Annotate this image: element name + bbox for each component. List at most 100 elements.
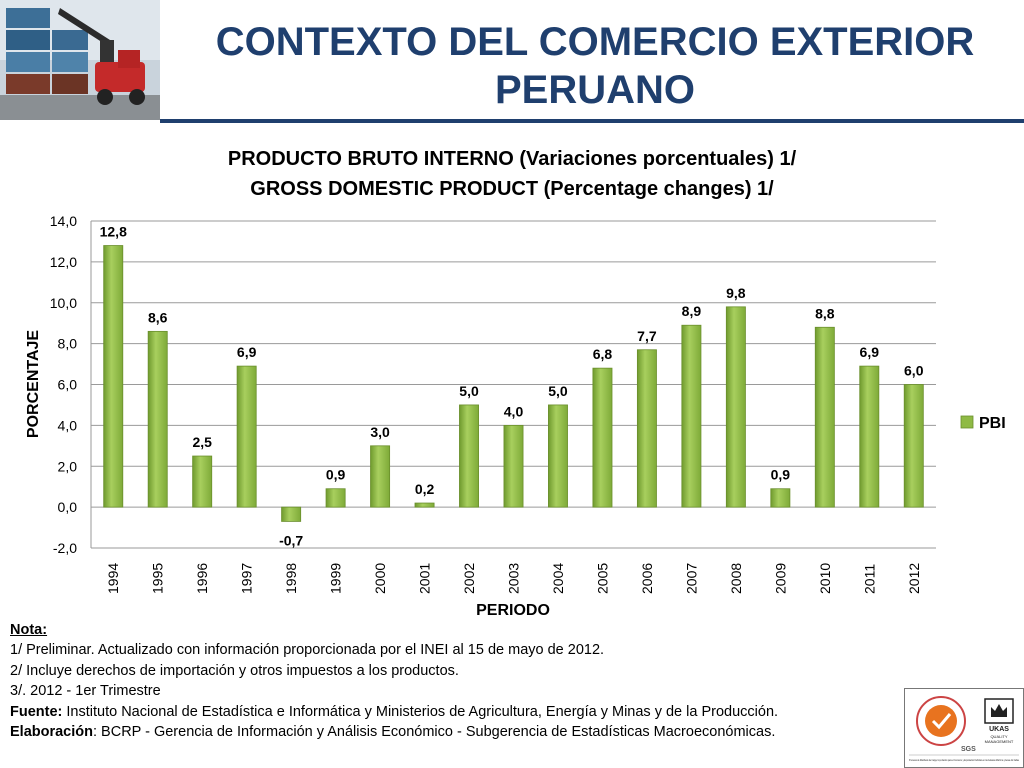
notes-heading-text: Nota: [10,622,48,638]
y-tick-label: 14,0 [50,213,77,229]
chart-notes: Nota: 1/ Preliminar. Actualizado con inf… [10,620,890,742]
value-label-1998: -0,7 [279,532,303,548]
bar-2002 [459,404,479,508]
note-3: 3/. 2012 - 1er Trimestre [10,683,161,700]
value-label-2001: 0,2 [415,481,435,497]
x-tick-label: 2003 [506,563,522,594]
value-label-2010: 8,8 [815,305,835,321]
bar-2011 [859,365,880,508]
bar-1999 [325,488,346,508]
x-axis-title: PERIODO [476,602,550,619]
bar-2009 [770,488,791,508]
value-label-2005: 6,8 [593,346,613,362]
y-tick-label: 2,0 [58,458,78,474]
source-label: Fuente: [10,703,63,720]
legend-swatch-pbi [960,415,974,429]
bar-2008 [725,306,746,508]
y-tick-label: 12,0 [50,254,77,270]
gdp-bar-chart: PRODUCTO BRUTO INTERNO (Variaciones porc… [25,148,1006,619]
value-label-1995: 8,6 [148,309,168,325]
value-label-2009: 0,9 [771,467,791,483]
x-tick-label: 2004 [550,563,566,594]
value-label-2003: 4,0 [504,403,524,419]
x-tick-label: 2009 [772,563,788,594]
value-label-1999: 0,9 [326,467,346,483]
x-tick-label: 1998 [283,563,299,594]
value-label-2007: 8,9 [682,303,702,319]
x-tick-label: 1997 [239,563,255,594]
sgs-seal-icon [925,705,957,737]
value-label-1996: 2,5 [192,434,212,450]
value-label-2000: 3,0 [370,424,390,440]
page-title-line1: CONTEXTO DEL COMERCIO EXTERIOR [215,20,975,64]
y-tick-label: 10,0 [50,295,77,311]
x-tick-label: 2005 [594,563,610,594]
elaboration-line: Elaboración: BCRP - Gerencia de Informac… [10,722,890,742]
notes-heading: Nota: [10,620,890,640]
title-divider [160,119,1024,123]
chart-legend: PBI [960,415,1006,432]
y-tick-label: 8,0 [58,336,78,352]
y-axis-tick-labels: -2,0 0,0 2,0 4,0 6,0 8,0 10,0 12,0 14,0 [50,213,77,556]
y-tick-label: -2,0 [53,540,77,556]
note-2: 2/ Incluye derechos de importación y otr… [10,662,459,679]
x-tick-label: 2008 [728,563,744,594]
container-crane-photo [0,0,160,120]
y-axis-title: PORCENTAJE [25,330,42,438]
x-tick-label: 2010 [817,563,833,594]
ukas-quality: QUALITY [990,734,1007,739]
value-label-2011: 6,9 [860,344,880,360]
x-tick-label: 2002 [461,563,477,594]
value-label-2006: 7,7 [637,328,657,344]
bar-2001 [414,502,435,508]
x-tick-label: 1999 [328,563,344,594]
x-tick-label: 1995 [150,563,166,594]
x-tick-label: 1996 [194,563,210,594]
bar-2003 [503,424,524,508]
bar-1997 [236,365,257,508]
value-label-1997: 6,9 [237,344,257,360]
x-tick-label: 2011 [861,564,877,594]
value-label-2008: 9,8 [726,285,746,301]
x-tick-label: 1994 [105,563,121,594]
page-title-line2: PERUANO [494,68,696,112]
chart-bars [103,245,924,522]
value-label-2004: 5,0 [548,383,568,399]
value-label-1994: 12,8 [100,224,127,240]
page-title: CONTEXTO DEL COMERCIO EXTERIOR PERUANO [170,18,1020,114]
source-line: Fuente: Instituto Nacional de Estadístic… [10,702,890,722]
bar-2010 [814,326,835,508]
x-axis-tick-labels: 1994 1995 1996 1997 1998 1999 2000 2001 2002 2003… [105,563,922,594]
ukas-label: UKAS [989,726,1009,733]
chart-gridlines [90,220,936,549]
bar-2007 [681,324,702,508]
note-1: 1/ Preliminar. Actualizado con informaci… [10,642,605,659]
y-tick-label: 6,0 [58,377,78,393]
bar-1998 [281,506,302,522]
chart-title-line1: PRODUCTO BRUTO INTERNO (Variaciones porc… [228,148,797,170]
value-label-2012: 6,0 [904,363,924,379]
sgs-label: SGS [961,746,976,753]
certification-caption: Procesos de Manifiesto de Carga, Importa… [909,758,1019,762]
source-text: Instituto Nacional de Estadística e Info… [62,703,779,720]
x-tick-label: 2007 [683,563,699,594]
x-tick-label: 2000 [372,563,388,594]
bar-2006 [636,349,657,508]
y-tick-label: 0,0 [58,499,78,515]
bar-1996 [192,455,213,508]
x-tick-label: 2001 [417,563,433,594]
bar-value-labels: 12,8 8,6 2,5 6,9 -0,7 0,9 3,0 0,2 5,0 4,0 5,0 6,8 7,… [100,224,924,549]
ukas-management: MANAGEMENT [985,739,1014,744]
certification-badge: SGS UKAS QUALITY MANAGEMENT Procesos de … [904,688,1024,768]
elaboration-label: Elaboración [10,724,93,741]
bar-1995 [147,330,168,508]
value-label-2002: 5,0 [459,383,479,399]
chart-title-line2: GROSS DOMESTIC PRODUCT (Percentage chang… [250,178,774,200]
bar-2012 [903,384,924,508]
y-tick-label: 4,0 [58,417,78,433]
x-tick-label: 2012 [906,563,922,594]
bar-2000 [370,445,391,508]
bar-2004 [548,404,568,508]
x-tick-label: 2006 [639,563,655,594]
elaboration-text: : BCRP - Gerencia de Información y Análi… [93,724,776,741]
